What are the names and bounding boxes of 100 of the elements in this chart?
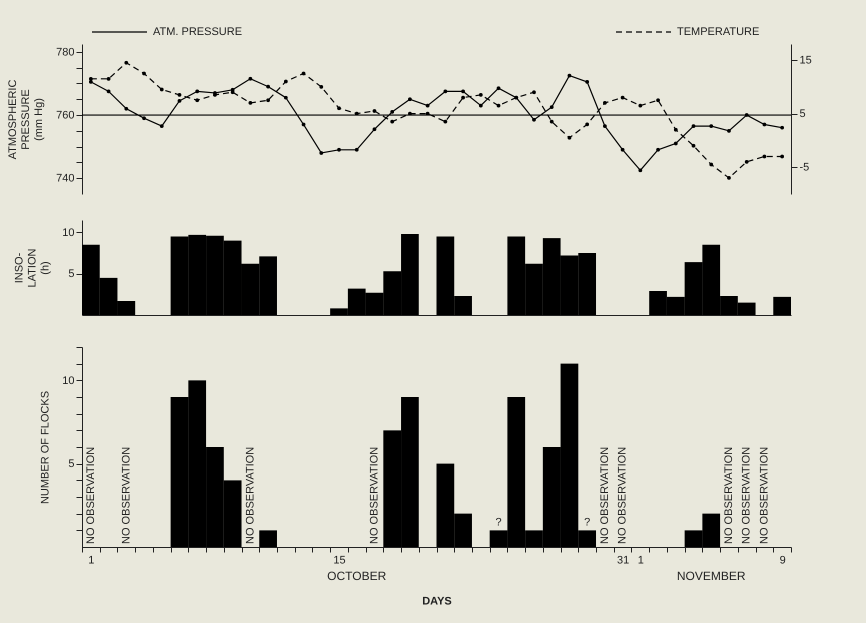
point [674,142,678,146]
point [88,76,93,81]
text: OCTOBER [327,569,387,583]
point [656,148,660,152]
point [178,98,182,103]
y-tick-label: 740 [56,172,74,185]
point [514,96,518,100]
point [585,122,590,126]
point [390,110,394,114]
data-label: ? [495,516,502,528]
y-axis-title: NUMBER OF FLOCKS [39,390,52,504]
point [478,93,483,97]
point [585,80,590,84]
point [354,148,359,152]
point [762,154,766,158]
text: NO OBSERVATION [244,446,256,544]
point [390,120,394,124]
point [727,176,731,180]
point [443,120,448,124]
point [319,151,324,155]
point [195,90,200,94]
point [248,101,252,105]
x-tick-label: 9 [780,554,786,566]
point [408,97,412,102]
point [674,128,678,132]
point [603,101,607,105]
y-tick-label: 10 [62,374,74,387]
point [266,98,270,102]
point [780,154,784,158]
text: NO OBSERVATION [598,446,611,544]
text: NO OBSERVATION [740,446,753,544]
y2-tick-label: 5 [800,108,806,120]
point [727,128,731,133]
point [443,90,448,94]
x-tick-label: 31 [616,554,630,566]
point [744,160,749,164]
y2-tick-label: -5 [800,162,810,174]
point [248,76,252,81]
point [568,74,572,78]
point [638,168,642,172]
point [709,162,714,166]
x-tick-label: 1 [638,554,644,566]
text: NO OBSERVATION [84,446,97,544]
point [496,86,500,90]
point [656,98,660,102]
text: NO OBSERVATION [120,446,132,544]
point [124,106,128,111]
point [550,105,554,110]
point [780,126,784,130]
point [284,80,288,84]
text: NO OBSERVATION [758,446,770,544]
y-tick-label: 5 [68,268,74,280]
legend-label: TEMPERATURE [677,26,760,38]
point [106,90,110,94]
point [461,90,465,94]
y2-tick-label: 15 [800,54,812,67]
point [692,124,696,128]
point [266,84,270,88]
point [532,118,536,122]
y-tick-label: 10 [62,226,74,239]
point [195,98,200,102]
point [568,136,572,140]
x-tick-label: 15 [333,554,346,566]
point [230,90,235,94]
y-tick-label: 5 [68,458,74,470]
point [124,60,128,65]
text: NO OBSERVATION [722,446,735,544]
point [461,96,465,100]
point [603,124,607,128]
point [709,124,714,128]
text: NO OBSERVATION [368,446,380,544]
point [302,72,306,76]
bar [773,296,791,315]
y-axis-title: INSO- LATION (h) [13,248,52,288]
point [160,124,164,128]
point [692,144,696,148]
point [319,84,324,89]
bar [259,530,277,547]
point [638,104,642,108]
x-tick-label: 1 [88,554,94,566]
point [532,90,536,94]
point [496,104,500,108]
point [337,148,341,152]
y-tick-label: 760 [56,110,74,122]
point [160,88,164,92]
point [426,104,430,108]
point [762,122,766,126]
point [620,96,624,100]
point [372,109,376,113]
point [88,80,93,84]
text: NO OBSERVATION [616,446,629,544]
point [106,76,110,81]
point [302,122,306,126]
point [142,116,146,120]
data-label: ? [584,516,590,528]
point [178,93,182,97]
point [142,72,146,76]
text: NOVEMBER [676,569,746,583]
y-tick-label: 780 [56,46,74,58]
point [550,120,554,124]
